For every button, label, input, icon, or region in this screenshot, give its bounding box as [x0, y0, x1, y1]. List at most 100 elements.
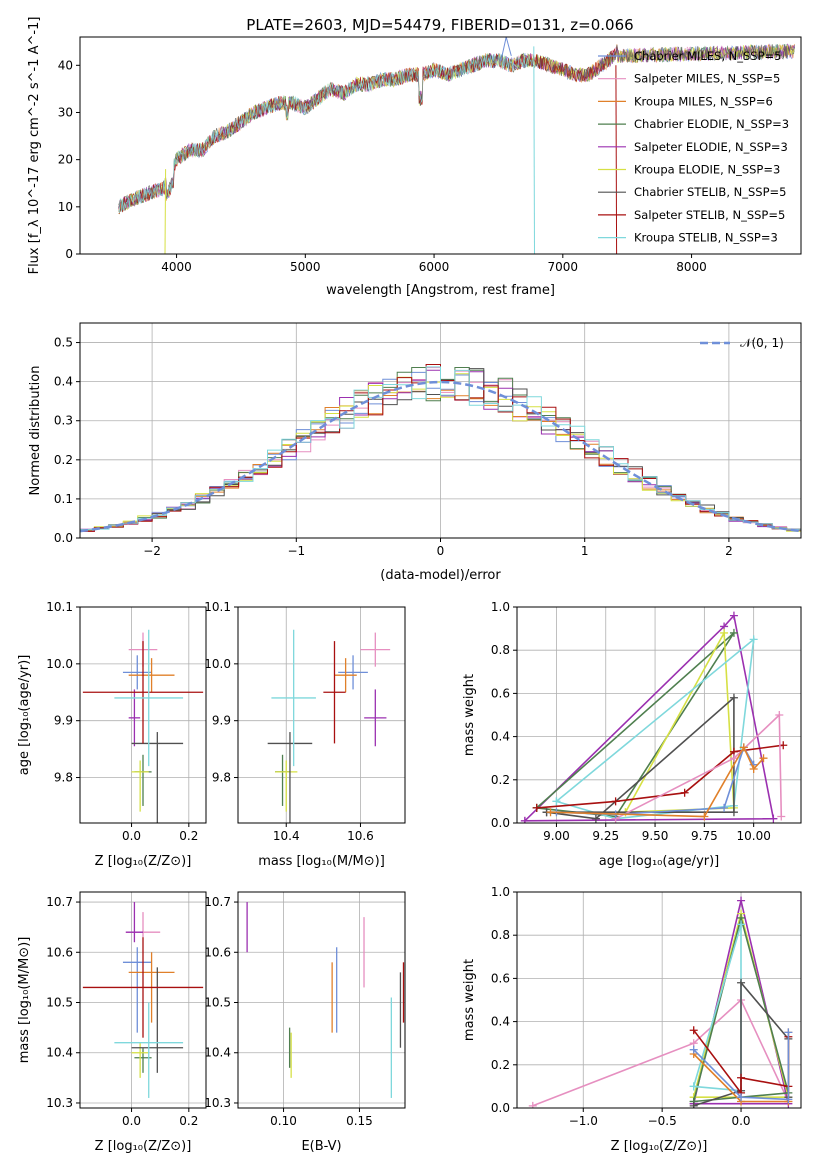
weight-marker: [689, 1082, 698, 1091]
x-tick-label: −2: [143, 544, 161, 558]
weight-marker: [700, 812, 709, 821]
y-tick-label: 30: [58, 105, 73, 119]
x-tick-label: 0.2: [179, 829, 198, 843]
axes-frame: [516, 606, 802, 824]
y-tick-label: 10.1: [46, 600, 73, 614]
x-axis-label: Z [log₁₀(Z/Z⊙)]: [95, 854, 192, 869]
weight-marker: [737, 920, 746, 929]
y-axis-label: mass weight: [462, 674, 477, 756]
weight-marker: [720, 803, 729, 812]
legend-label: Chabrier MILES, N_SSP=5: [634, 49, 781, 63]
x-axis-label: E(B-V): [301, 1139, 341, 1154]
histogram-steps: [80, 364, 801, 533]
legend-label: Kroupa STELIB, N_SSP=3: [634, 231, 778, 245]
x-axis-label: (data-model)/error: [380, 568, 501, 583]
weight-marker: [689, 1045, 698, 1054]
weight-marker: [552, 797, 561, 806]
legend-label: Chabrier STELIB, N_SSP=5: [634, 185, 786, 199]
y-tick-label: 1.0: [491, 885, 510, 899]
y-tick-label: 10.7: [46, 895, 73, 909]
weight-marker: [729, 628, 738, 637]
x-tick-label: 10.6: [347, 829, 374, 843]
y-tick-label: 10.4: [46, 1046, 73, 1060]
weight-marker: [720, 628, 729, 637]
legend-label: Salpeter STELIB, N_SSP=5: [634, 208, 785, 222]
x-tick-label: 2: [725, 544, 733, 558]
y-tick-label: 0.8: [491, 643, 510, 657]
weight-marker: [759, 754, 768, 763]
x-tick-label: −1.0: [569, 1114, 598, 1128]
y-tick-label: 0.1: [54, 492, 73, 506]
weight-marker: [689, 1026, 698, 1035]
y-tick-label: 10.1: [204, 600, 231, 614]
y-tick-label: 10.6: [46, 945, 73, 959]
age-weight-lines: [520, 611, 788, 823]
x-tick-label: 6000: [419, 260, 450, 274]
x-tick-label: 0.10: [270, 1114, 297, 1128]
weight-marker: [591, 814, 600, 823]
weight-marker: [777, 812, 786, 821]
y-tick-label: 0.6: [491, 686, 510, 700]
weight-line: [532, 998, 790, 1107]
x-tick-label: 0.0: [731, 1114, 750, 1128]
x-tick-label: 8000: [676, 260, 707, 274]
y-tick-label: 0.2: [54, 453, 73, 467]
x-tick-label: 9.25: [592, 829, 619, 843]
weight-marker: [749, 765, 758, 773]
y-tick-label: 0.4: [54, 375, 73, 389]
x-axis-label: mass [log₁₀(M/M⊙)]: [258, 854, 385, 869]
y-tick-label: 0.3: [54, 414, 73, 428]
y-tick-label: 9.8: [54, 771, 73, 785]
Z-mass-errorbars: [82, 902, 204, 1098]
y-tick-label: 0: [65, 247, 73, 261]
x-tick-label: 0.0: [122, 1114, 141, 1128]
legend-label: Salpeter ELODIE, N_SSP=3: [634, 140, 788, 154]
legend-label: Chabrier ELODIE, N_SSP=3: [634, 117, 789, 131]
x-tick-label: 5000: [290, 260, 321, 274]
y-tick-label: 0.4: [491, 730, 510, 744]
x-tick-label: 4000: [161, 260, 192, 274]
legend-label: 𝒩(0, 1): [740, 336, 784, 350]
weight-marker: [680, 788, 689, 797]
y-tick-label: 10.5: [204, 996, 231, 1010]
weight-marker: [546, 808, 555, 817]
x-axis-label: Z [log₁₀(Z/Z⊙)]: [95, 1139, 192, 1154]
y-tick-label: 0.0: [54, 531, 73, 545]
axes-frame: [79, 606, 207, 824]
x-tick-label: 10.4: [273, 829, 300, 843]
figure-title: PLATE=2603, MJD=54479, FIBERID=0131, z=0…: [246, 16, 633, 34]
chart-layer: 4000 5000 6000 7000 8000010203040wavelength …: [17, 17, 802, 1154]
legend-label: Kroupa ELODIE, N_SSP=3: [634, 163, 780, 177]
weight-marker: [775, 711, 784, 719]
x-tick-label: 7000: [548, 260, 579, 274]
x-tick-label: 9.00: [543, 829, 570, 843]
weight-marker: [737, 896, 746, 905]
y-tick-label: 10.4: [204, 1046, 231, 1060]
weight-marker: [739, 743, 748, 752]
weight-marker: [611, 797, 620, 806]
weight-marker: [729, 611, 738, 620]
weight-marker: [784, 1028, 793, 1037]
x-axis-label: age [log₁₀(age/yr)]: [599, 854, 720, 869]
y-tick-label: 20: [58, 153, 73, 167]
weight-marker: [769, 814, 778, 823]
x-tick-label: 0.0: [122, 829, 141, 843]
y-tick-label: 1.0: [491, 600, 510, 614]
hist-kroupa-stelib: [80, 366, 801, 531]
x-tick-label: −0.5: [648, 1114, 677, 1128]
weight-marker: [749, 635, 758, 644]
x-tick-label: 10.00: [736, 829, 770, 843]
y-tick-label: 9.9: [54, 714, 73, 728]
weight-marker: [729, 693, 738, 702]
y-tick-label: 0.0: [491, 1101, 510, 1115]
x-tick-label: 0: [437, 544, 445, 558]
legend-label: Kroupa MILES, N_SSP=6: [634, 94, 773, 108]
spectrum-feature: [500, 37, 512, 61]
y-axis-label: Flux [f_λ 10^-17 erg cm^-2 s^-1 A^-1]: [27, 17, 42, 275]
x-tick-label: 0.2: [179, 1114, 198, 1128]
x-axis-label: wavelength [Angstrom, rest frame]: [326, 283, 555, 298]
y-tick-label: 10.0: [204, 657, 231, 671]
y-tick-label: 0.4: [491, 1015, 510, 1029]
axes-frame: [79, 891, 207, 1109]
x-tick-label: 0.15: [346, 1114, 373, 1128]
